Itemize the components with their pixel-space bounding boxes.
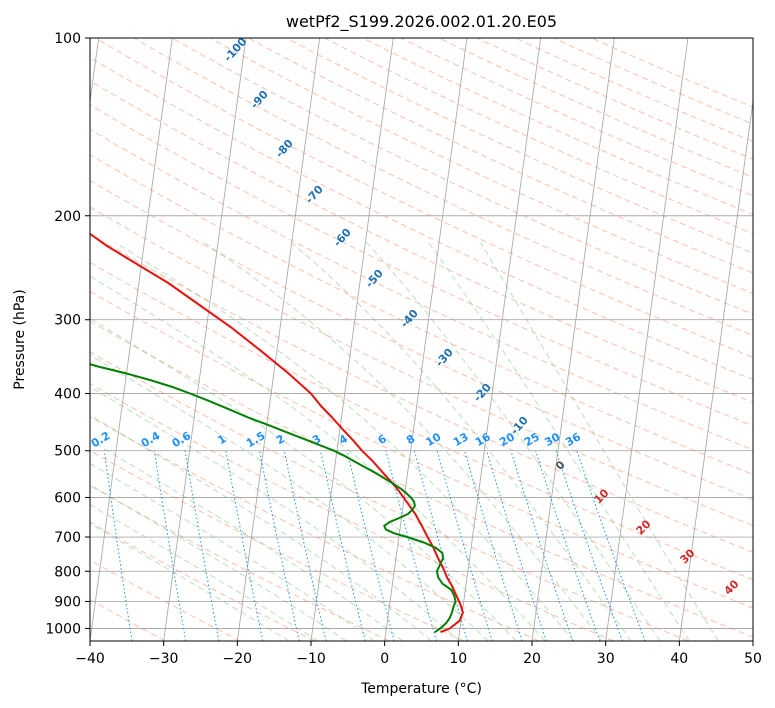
y-tick-label: 400	[54, 387, 81, 403]
mixing-ratio-line	[535, 450, 601, 641]
dry-adiabat	[90, 233, 753, 553]
moist-adiabat	[90, 462, 375, 641]
dry-adiabat	[90, 485, 390, 641]
mixing-ratio-line	[464, 450, 523, 641]
x-tick-label: 20	[523, 651, 541, 667]
dry-adiabat	[90, 320, 753, 638]
background-lines	[90, 38, 753, 641]
chart-title: wetPf2_S199.2026.002.01.20.E05	[286, 12, 557, 32]
mixing-ratio-line	[510, 450, 574, 641]
isotherm-line	[310, 38, 394, 641]
sounding-profiles	[90, 232, 464, 633]
x-tick-label: 50	[744, 651, 762, 667]
moist-adiabat	[90, 503, 318, 641]
moist-adiabat	[90, 414, 432, 641]
isotherm-line	[384, 38, 468, 641]
moist-adiabat	[203, 242, 603, 641]
moist-adiabat	[90, 386, 461, 641]
series-dewpoint-line	[90, 363, 457, 633]
moist-adiabat	[90, 439, 404, 641]
dry-adiabat	[90, 351, 689, 641]
isotherm-line	[457, 38, 542, 641]
x-axis-ticks: −40 −30 −20 −10 0 10 20 30 40 50	[75, 641, 762, 667]
y-tick-label: 800	[54, 564, 81, 580]
x-tick-label: −10	[296, 651, 326, 667]
mixing-ratio-line	[320, 450, 366, 641]
isotherm-line	[531, 38, 615, 641]
isotherm-line	[236, 38, 321, 641]
y-tick-label: 700	[54, 530, 81, 546]
isotherm-line	[163, 38, 247, 641]
y-tick-label: 100	[54, 31, 81, 47]
mixing-ratio-line	[385, 450, 437, 641]
plot-frame	[89, 37, 754, 642]
moist-adiabat	[90, 317, 517, 641]
y-tick-label: 200	[54, 209, 81, 225]
mixing-ratio-line	[486, 450, 547, 641]
moist-adiabat	[90, 484, 347, 641]
mixing-ratio-line	[436, 450, 493, 641]
mixing-ratio-line	[555, 450, 623, 641]
moist-adiabat	[115, 242, 574, 641]
y-tick-label: 300	[54, 313, 81, 329]
y-tick-label: 600	[54, 491, 81, 507]
x-tick-label: −30	[149, 651, 179, 667]
moist-adiabat	[290, 242, 632, 641]
isotherm-line	[90, 38, 173, 641]
isotherm-line	[605, 38, 689, 641]
y-tick-label: 500	[54, 444, 81, 460]
dry-adiabat	[90, 261, 753, 581]
x-tick-label: −40	[75, 651, 105, 667]
mixing-ratio-line	[153, 450, 187, 641]
x-axis-label: Temperature (°C)	[360, 681, 482, 697]
mixing-ratio-line	[283, 450, 327, 641]
series-temperature-line	[90, 232, 464, 633]
x-tick-label: 0	[380, 651, 389, 667]
isotherm-line	[678, 97, 753, 641]
dry-adiabat	[90, 383, 614, 641]
dry-adiabat	[514, 38, 753, 143]
y-axis-ticks: 100 200 300 400 500 600 700 800 900 1000	[45, 31, 90, 638]
y-tick-label: 900	[54, 595, 81, 611]
x-tick-label: 30	[597, 651, 615, 667]
moist-adiabat	[480, 242, 719, 641]
y-tick-label: 1000	[45, 622, 81, 638]
x-tick-label: −20	[223, 651, 253, 667]
moist-adiabat	[428, 242, 690, 641]
moist-adiabat	[366, 242, 661, 641]
moist-adiabat	[90, 354, 489, 641]
mixing-ratio-line	[346, 450, 395, 641]
x-tick-label: 10	[449, 651, 467, 667]
y-axis-label: Pressure (hPa)	[12, 289, 28, 389]
dry-adiabat	[90, 449, 465, 641]
x-tick-label: 40	[670, 651, 688, 667]
mixing-ratio-line	[103, 450, 133, 641]
mixing-ratio-line	[576, 450, 646, 641]
